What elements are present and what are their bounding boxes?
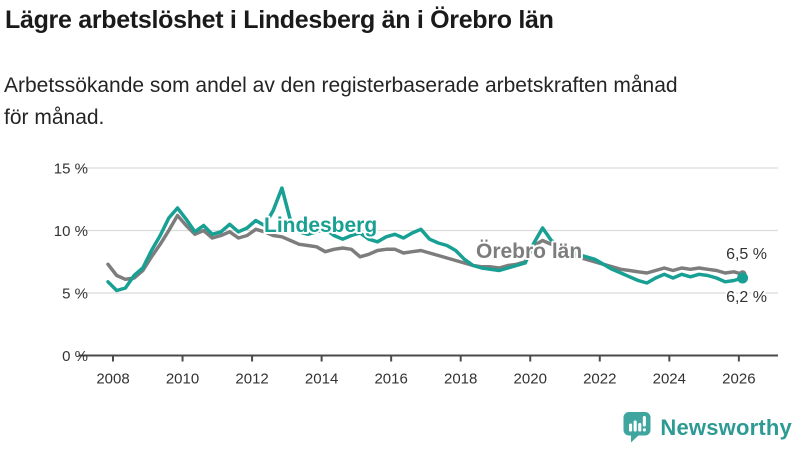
- chart-title: Lägre arbetslöshet i Lindesberg än i Öre…: [5, 6, 554, 34]
- chart-subtitle: Arbetssökande som andel av den registerb…: [4, 70, 678, 134]
- lindesberg-line: [106, 186, 745, 293]
- unemployment-line-chart: 0 % 5 % 10 % 15 % 2008 2010 2012 2014 2016 2018 20…: [54, 161, 778, 388]
- orebro-lan-series-label: Örebro län: [476, 240, 582, 263]
- orebro-lan-end-value: 6,5 %: [726, 246, 767, 263]
- y-axis-label-10: 10 %: [54, 223, 88, 240]
- x-axis-label-2012: 2012: [235, 371, 268, 388]
- newsworthy-logo-icon: [623, 412, 651, 443]
- x-axis-label-2020: 2020: [514, 371, 547, 388]
- x-axis-label-2026: 2026: [722, 371, 755, 388]
- x-axis-label-2010: 2010: [166, 371, 199, 388]
- lindesberg-series-label: Lindesberg: [264, 214, 377, 237]
- subtitle-line-1: Arbetssökande som andel av den registerb…: [4, 74, 678, 97]
- brand-footer: Newsworthy: [622, 411, 792, 444]
- x-axis-label-2014: 2014: [305, 371, 338, 388]
- y-axis-label-15: 15 %: [54, 161, 88, 178]
- y-axis-label-0: 0 %: [62, 348, 88, 365]
- x-axis-label-2008: 2008: [96, 371, 129, 388]
- lindesberg-end-value: 6,2 %: [726, 289, 767, 306]
- rebro-l-n-line: [106, 213, 745, 282]
- x-axis-label-2024: 2024: [653, 371, 686, 388]
- x-axis-label-2016: 2016: [374, 371, 407, 388]
- brand-name: Newsworthy: [660, 414, 792, 440]
- lindesberg-end-dot: [737, 272, 749, 284]
- subtitle-line-2: för månad.: [4, 106, 105, 129]
- y-axis-label-5: 5 %: [62, 286, 88, 303]
- x-axis-label-2022: 2022: [583, 371, 616, 388]
- x-axis-label-2018: 2018: [444, 371, 477, 388]
